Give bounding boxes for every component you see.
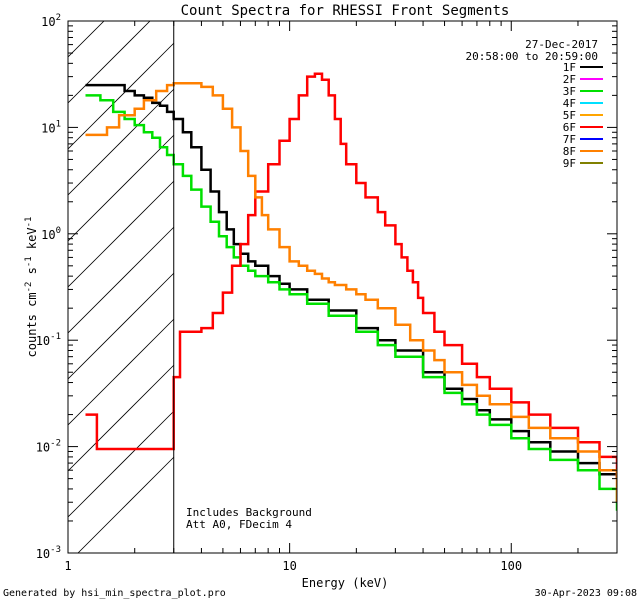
- annotation-attenuator: Att A0, FDecim 4: [186, 518, 292, 531]
- legend-label-9F: 9F: [563, 157, 576, 170]
- legend-label-5F: 5F: [563, 109, 576, 122]
- series-6F: [85, 72, 617, 479]
- hatch-line: [68, 42, 175, 150]
- legend-label-1F: 1F: [563, 61, 576, 74]
- x-tick-label: 10: [282, 559, 296, 573]
- plot-frame: [67, 20, 618, 554]
- annotation-background: Includes Background: [186, 506, 312, 519]
- hatch-line: [68, 410, 175, 518]
- legend-label-3F: 3F: [563, 85, 576, 98]
- y-tick-label: 10-1: [36, 332, 61, 348]
- footer-generated-by: Generated by hsi_min_spectra_plot.pro: [3, 588, 226, 599]
- y-tick-label: 100: [41, 226, 61, 242]
- y-tick-label: 101: [41, 119, 61, 135]
- x-tick-label: 1: [64, 559, 71, 573]
- hatch-line: [68, 226, 175, 334]
- legend-label-6F: 6F: [563, 121, 576, 134]
- hatch-line: [68, 180, 175, 288]
- hatch-line: [68, 88, 175, 196]
- hatch-line: [68, 21, 105, 58]
- chart-title: Count Spectra for RHESSI Front Segments: [181, 3, 510, 19]
- hatch-line: [68, 0, 174, 11]
- legend-label-8F: 8F: [563, 145, 576, 158]
- footer-timestamp: 30-Apr-2023 09:08: [535, 588, 637, 599]
- legend-label-7F: 7F: [563, 133, 576, 146]
- series-3F: [85, 94, 617, 511]
- legend-label-2F: 2F: [563, 73, 576, 86]
- hatch-line: [68, 318, 175, 426]
- x-tick-label: 100: [500, 559, 522, 573]
- y-tick-label: 10-3: [36, 545, 61, 561]
- time-range-label: 20:58:00 to 20:59:00: [466, 50, 598, 63]
- axis-group: 1 10 100 102 101 100 10-1 10-2 10-3: [36, 13, 618, 573]
- x-axis-label: Energy (keV): [302, 576, 389, 590]
- hatch-line: [68, 21, 151, 104]
- y-axis-label: counts cm-2 s-1 keV-1: [24, 217, 39, 358]
- series-group: [85, 72, 617, 511]
- hatch-line: [68, 364, 175, 472]
- y-tick-label: 102: [41, 13, 61, 29]
- legend-label-4F: 4F: [563, 97, 576, 110]
- hatch-line: [68, 134, 175, 242]
- series-8F: [85, 81, 617, 503]
- y-tick-label: 10-2: [36, 439, 61, 455]
- hatch-line: [77, 456, 175, 553]
- date-label: 27-Dec-2017: [525, 38, 598, 51]
- hatch-line: [68, 272, 175, 380]
